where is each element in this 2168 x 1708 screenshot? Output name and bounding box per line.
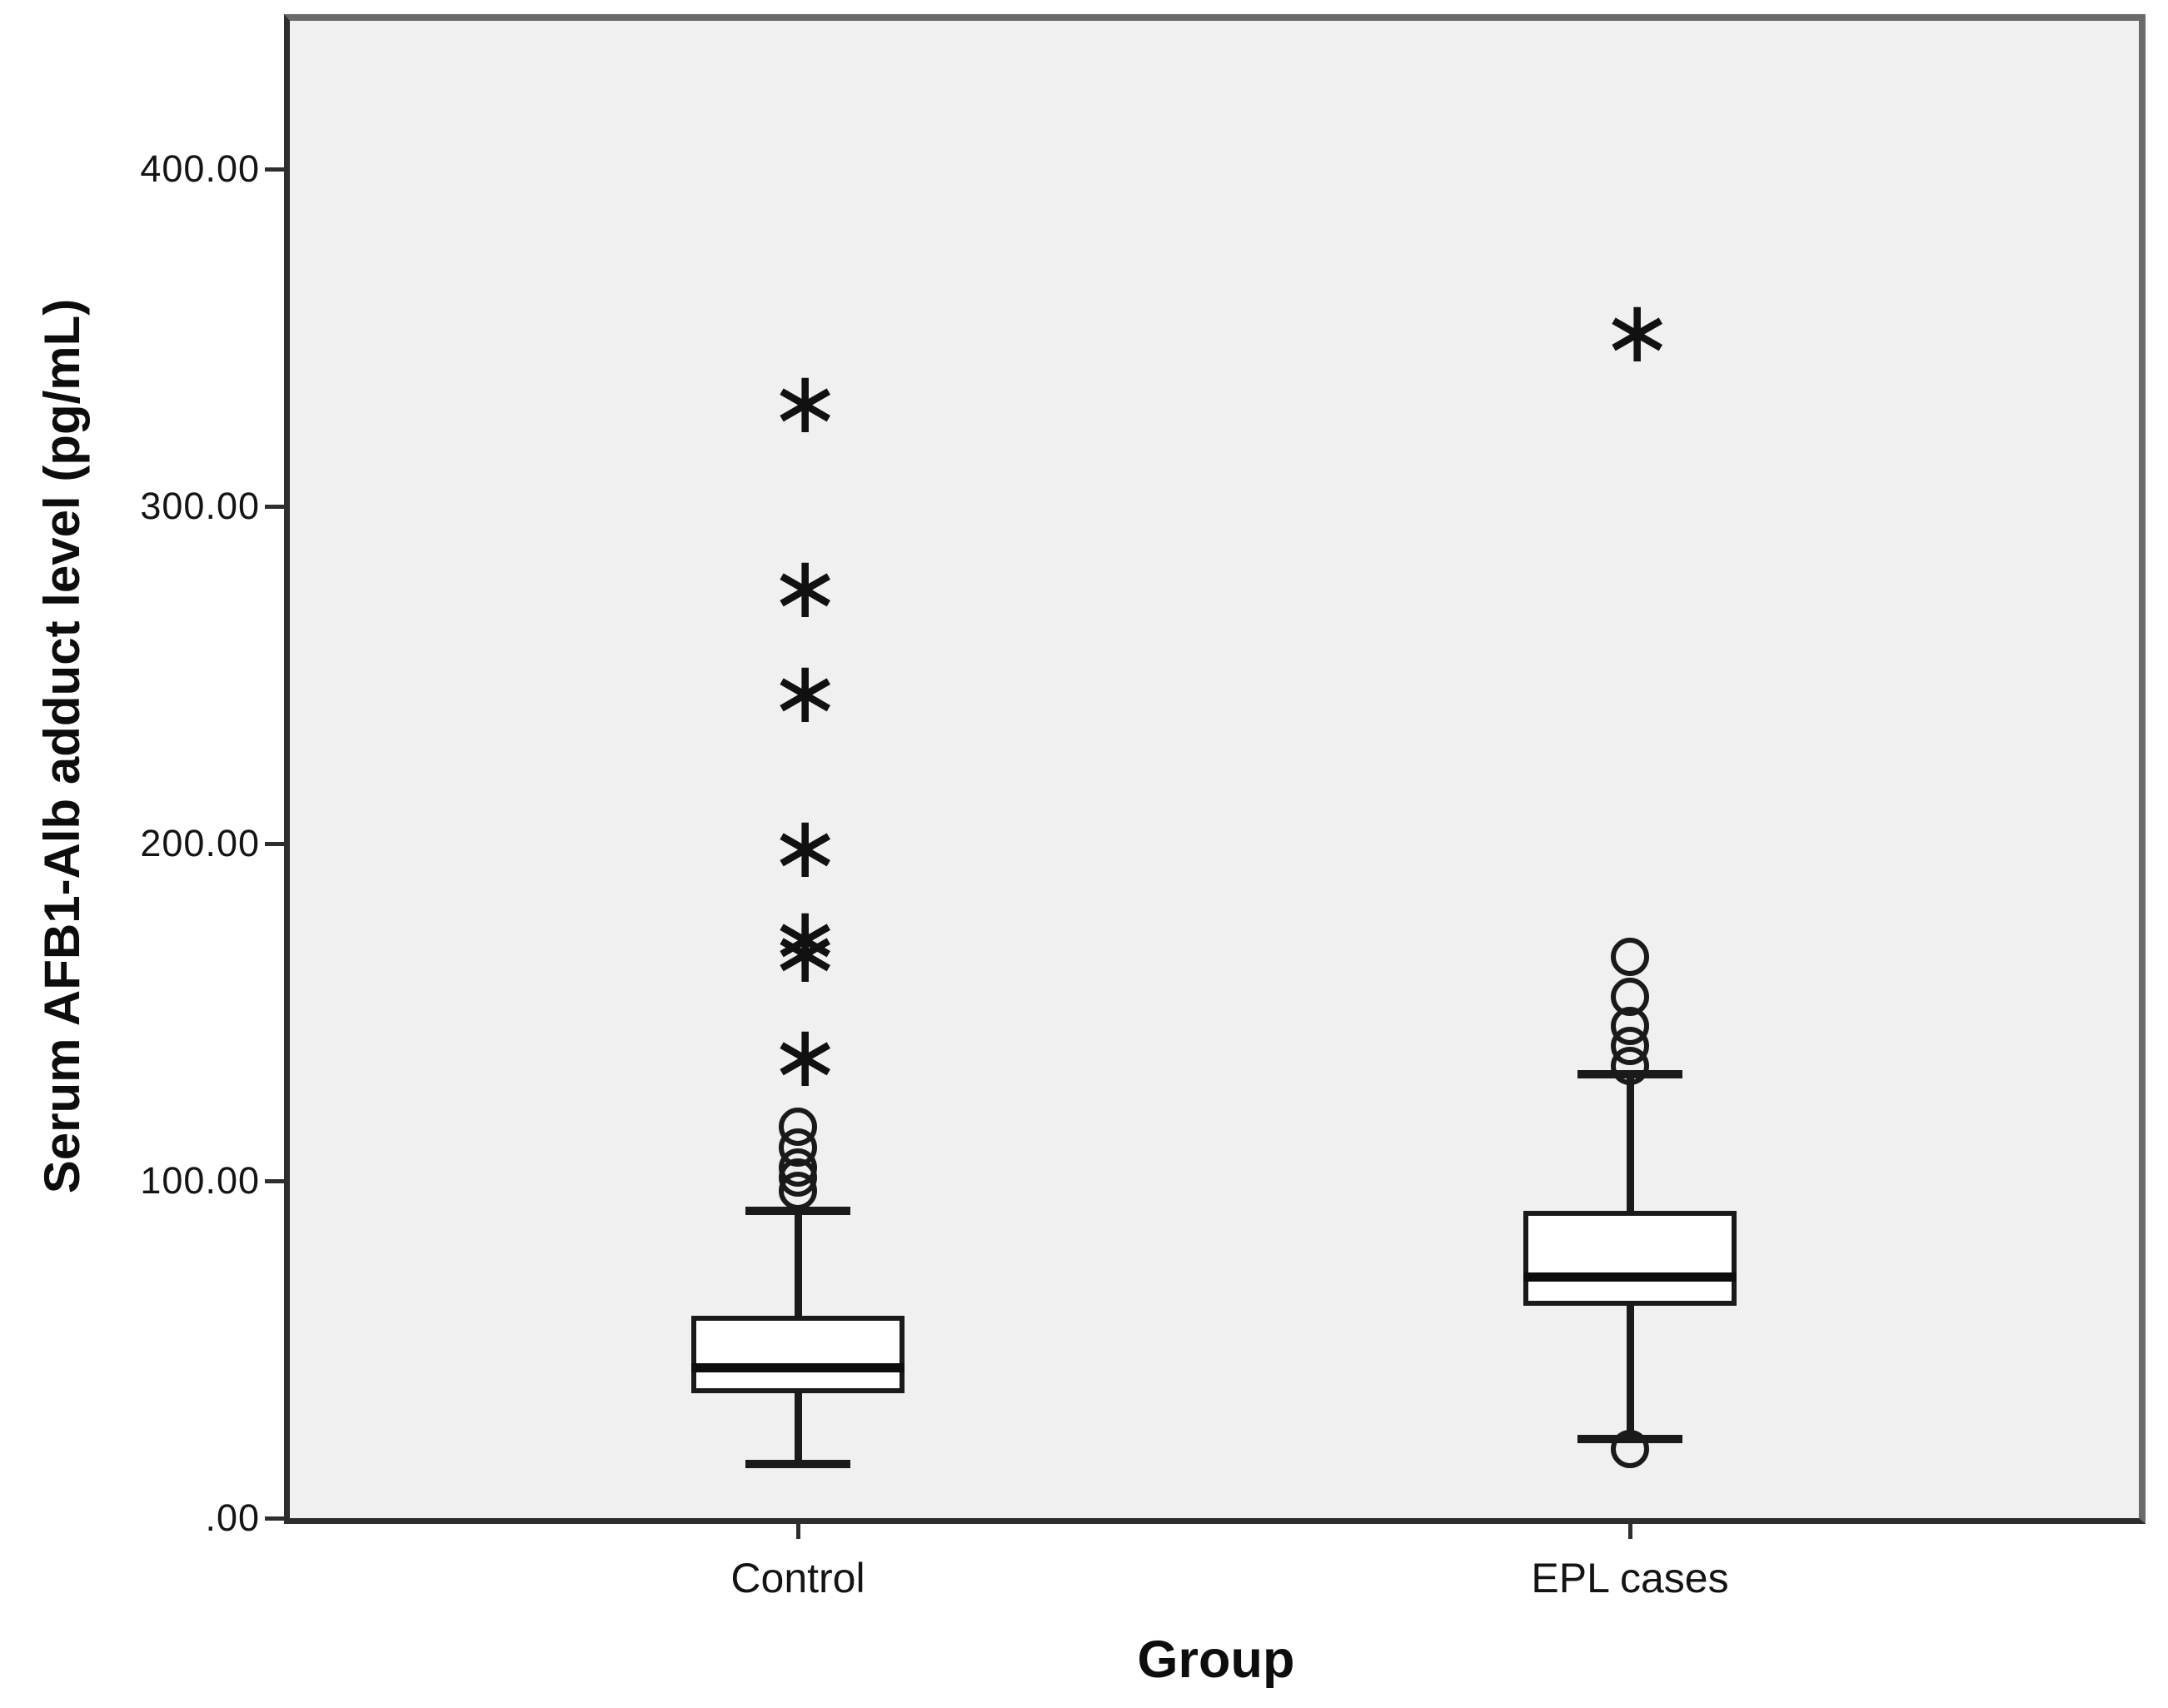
whisker-line-lower	[795, 1393, 802, 1465]
y-axis-tick-label: 300.00	[140, 485, 260, 528]
y-axis-tick-label: 200.00	[140, 822, 260, 865]
x-axis-title: Group	[1137, 1631, 1295, 1689]
y-axis-tick	[265, 167, 284, 172]
y-axis-title: Serum AFB1-Alb adduct level (pg/mL)	[34, 298, 90, 1194]
y-axis-tick	[265, 841, 284, 846]
plot-area: ∗ ∗ ∗ ∗ ∗ ∗ ∗ ∗	[284, 14, 2146, 1524]
median-line	[691, 1363, 905, 1373]
extreme-outlier-marker: ∗	[769, 796, 842, 899]
y-axis-tick-label: .00	[205, 1496, 260, 1539]
whisker-line-upper	[1627, 1074, 1634, 1212]
whisker-cap-lower	[1577, 1434, 1682, 1443]
y-axis-tick	[265, 1178, 284, 1183]
median-line	[1523, 1272, 1737, 1282]
whisker-cap-lower	[745, 1460, 850, 1469]
whisker-cap-upper	[745, 1207, 850, 1216]
whisker-line-upper	[795, 1211, 802, 1317]
y-axis-tick	[265, 1516, 284, 1521]
outlier-circle	[1611, 978, 1649, 1017]
extreme-outlier-marker: ∗	[769, 536, 842, 639]
iqr-box	[1523, 1211, 1737, 1306]
extreme-outlier-marker: ∗	[769, 351, 842, 453]
x-axis-tick	[1627, 1524, 1632, 1539]
iqr-box	[691, 1316, 905, 1394]
outlier-circle	[1611, 937, 1649, 976]
outlier-circle	[779, 1108, 817, 1147]
y-axis-tick-label: 400.00	[140, 147, 260, 191]
x-axis-tick	[795, 1524, 800, 1539]
y-axis-tick	[265, 504, 284, 509]
extreme-outlier-marker: ∗	[769, 887, 842, 989]
extreme-outlier-marker: ∗	[1601, 280, 1674, 382]
whisker-cap-upper	[1577, 1070, 1682, 1079]
y-axis-tick-label: 100.00	[140, 1159, 260, 1203]
category-label: EPL cases	[1531, 1555, 1729, 1601]
whisker-line-lower	[1627, 1305, 1634, 1439]
extreme-outlier-marker: ∗	[769, 1005, 842, 1108]
category-label: Control	[730, 1555, 865, 1601]
extreme-outlier-marker: ∗	[769, 640, 842, 743]
